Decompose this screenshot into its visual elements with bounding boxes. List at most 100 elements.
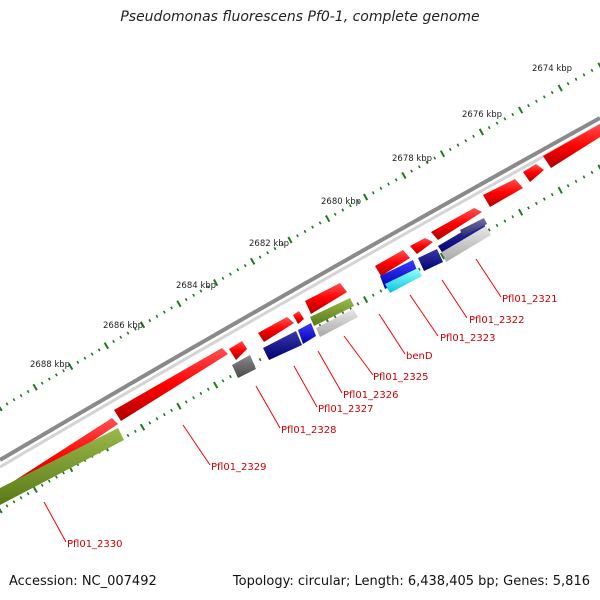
minor-tick [258, 255, 262, 259]
major-tick [439, 252, 446, 260]
minor-tick [148, 318, 152, 323]
minor-tick [582, 73, 586, 77]
minor-tick [527, 206, 530, 210]
minor-tick [184, 400, 188, 404]
major-tick [32, 485, 38, 493]
major-tick [213, 381, 219, 389]
gene-label: Pfl01_2321 [502, 294, 558, 305]
minor-tick [566, 184, 570, 188]
minor-tick [119, 335, 123, 339]
feature-cyan [385, 268, 422, 293]
minor-tick [417, 267, 421, 271]
minor-tick [371, 293, 375, 297]
minor-tick [472, 134, 475, 138]
feature-navy [263, 331, 302, 360]
minor-tick [550, 192, 554, 197]
cds-arrow [543, 124, 600, 168]
gene-label: Pfl01_2326 [343, 390, 399, 401]
major-tick [401, 171, 407, 179]
minor-tick [574, 179, 578, 183]
major-tick [213, 279, 219, 287]
minor-tick [62, 471, 65, 475]
ruler-label: 2674 kbp [532, 64, 572, 74]
minor-tick [12, 398, 16, 402]
major-tick [597, 62, 600, 69]
feature-gray-2 [442, 226, 491, 262]
minor-tick [394, 178, 398, 182]
minor-tick [487, 125, 491, 130]
reverse-strand-features [0, 218, 491, 505]
accession-text: Accession: NC_007492 [9, 574, 157, 589]
minor-tick [26, 491, 30, 496]
gene-label: benD [406, 351, 433, 362]
minor-tick [464, 139, 468, 143]
minor-tick [311, 225, 314, 229]
minor-tick [542, 95, 546, 99]
minor-tick [495, 223, 499, 228]
minor-tick [12, 500, 16, 504]
topology-text: Topology: circular; Length: 6,438,405 bp… [232, 574, 590, 589]
leader-line [255, 385, 281, 429]
major-tick [518, 106, 524, 114]
minor-tick [206, 285, 210, 289]
minor-tick [303, 229, 307, 234]
ruler-labels: 2674 kbp 2676 kbp 2678 kbp 2680 kbp 2682… [30, 64, 572, 370]
minor-tick [511, 112, 515, 117]
minor-tick [273, 246, 277, 251]
minor-tick [258, 357, 262, 362]
major-tick [139, 423, 146, 431]
minor-tick [333, 315, 337, 319]
feature-olive-small [310, 298, 354, 326]
minor-tick [448, 147, 452, 151]
cds-arrow [258, 317, 294, 342]
minor-tick [47, 479, 51, 483]
minor-tick [371, 191, 375, 195]
minor-tick [62, 369, 65, 373]
leader-line [378, 313, 406, 355]
major-tick [518, 208, 524, 216]
minor-tick [5, 504, 9, 508]
minor-tick [542, 197, 546, 201]
minor-tick [26, 389, 30, 394]
minor-tick [333, 212, 337, 216]
minor-tick [503, 219, 507, 223]
backbone-inner [0, 123, 600, 469]
feature-dark [232, 355, 256, 378]
ruler-label: 2678 kbp [392, 154, 432, 164]
gene-label: Pfl01_2328 [281, 425, 337, 436]
major-tick [103, 342, 110, 350]
cds-arrow [431, 208, 482, 240]
leader-line [441, 279, 468, 319]
minor-tick [410, 169, 413, 173]
minor-tick [5, 402, 9, 406]
minor-tick [40, 381, 44, 385]
minor-tick [133, 429, 137, 433]
major-tick [0, 508, 3, 514]
cds-arrow [410, 238, 433, 254]
major-tick [557, 186, 563, 194]
minor-tick [535, 99, 538, 103]
cds-arrow [293, 311, 304, 324]
major-tick [287, 236, 293, 244]
minor-tick [221, 276, 225, 280]
minor-tick [379, 186, 383, 191]
leader-line [343, 335, 374, 376]
minor-tick [574, 77, 578, 81]
leader-line [43, 501, 67, 543]
minor-tick [582, 175, 586, 179]
minor-tick [266, 251, 269, 255]
feature-purple [460, 218, 487, 236]
cds-arrow [114, 348, 228, 421]
minor-tick [281, 242, 284, 246]
ruler-label: 2682 kbp [249, 239, 289, 249]
leader-lines [43, 258, 502, 543]
minor-tick [162, 310, 166, 314]
major-tick [68, 363, 74, 371]
cds-arrow [483, 179, 523, 207]
feature-blue-long [380, 260, 418, 289]
minor-tick [76, 360, 80, 365]
gene-label: Pfl01_2330 [67, 539, 123, 550]
minor-tick [566, 82, 570, 86]
ruler-label: 2676 kbp [462, 110, 502, 120]
minor-tick [199, 289, 203, 293]
